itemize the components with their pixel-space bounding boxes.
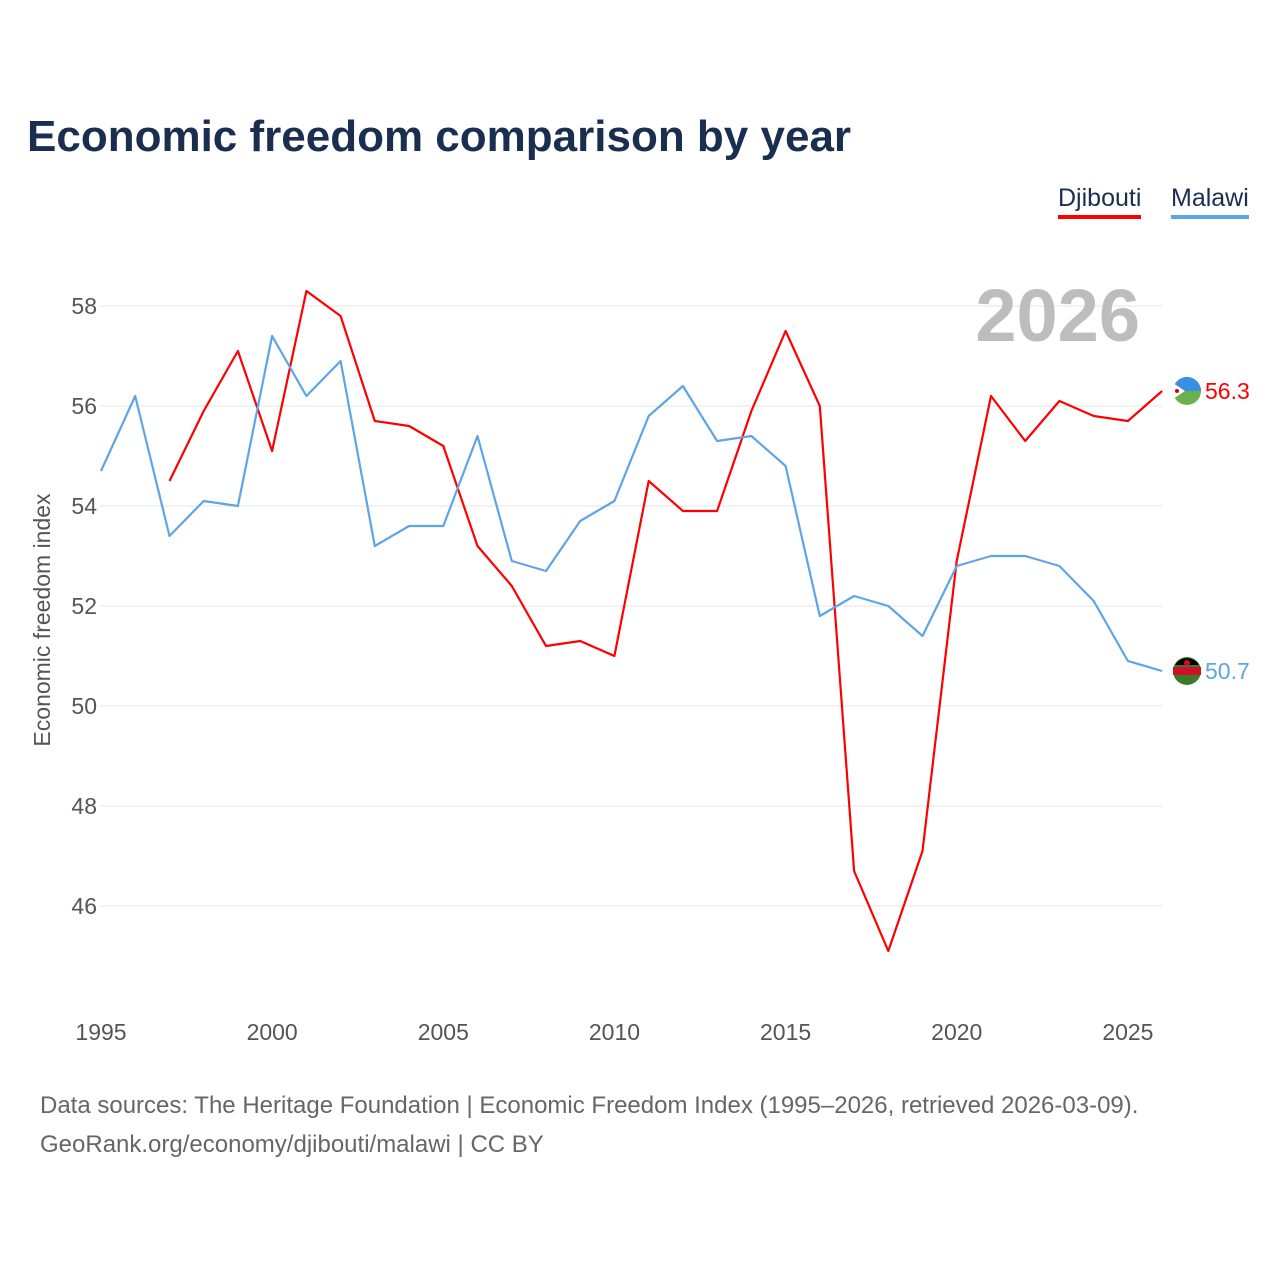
x-tick-label: 1995	[75, 1019, 126, 1045]
x-tick-label: 2015	[760, 1019, 811, 1045]
footer: Data sources: The Heritage Foundation | …	[40, 1086, 1138, 1164]
legend-malawi[interactable]: Malawi	[1171, 184, 1249, 219]
end-value-label-djibouti: 56.3	[1205, 378, 1250, 404]
source-text: Data sources: The Heritage Foundation | …	[40, 1092, 1139, 1119]
y-tick-label: 50	[71, 693, 97, 719]
series-line-djibouti	[168, 289, 1163, 953]
attribution-text: GeoRank.org/economy/djibouti/malawi | CC…	[40, 1131, 544, 1158]
y-tick-label: 56	[71, 393, 97, 419]
x-tick-label: 2005	[418, 1019, 469, 1045]
x-tick-label: 2010	[589, 1019, 640, 1045]
y-tick-label: 52	[71, 593, 97, 619]
y-tick-label: 48	[71, 793, 97, 819]
x-tick-label: 2020	[931, 1019, 982, 1045]
flag-malawi-sun	[1184, 660, 1190, 666]
x-tick-label: 2000	[247, 1019, 298, 1045]
chart-title: Economic freedom comparison by year	[27, 112, 852, 161]
year-watermark: 2026	[975, 274, 1140, 357]
y-axis-label: Economic freedom index	[29, 493, 55, 747]
y-tick-label: 58	[71, 293, 97, 319]
y-tick-label: 46	[71, 893, 97, 919]
series-line-malawi	[99, 334, 1163, 673]
end-value-label-malawi: 50.7	[1205, 658, 1250, 684]
flag-djibouti-star	[1175, 389, 1179, 393]
x-tick-label: 2025	[1102, 1019, 1153, 1045]
y-tick-label: 54	[71, 493, 97, 519]
legend-djibouti[interactable]: Djibouti	[1058, 184, 1142, 219]
flag-malawi-red	[1173, 667, 1201, 675]
flag-djibouti-top	[1173, 377, 1201, 391]
